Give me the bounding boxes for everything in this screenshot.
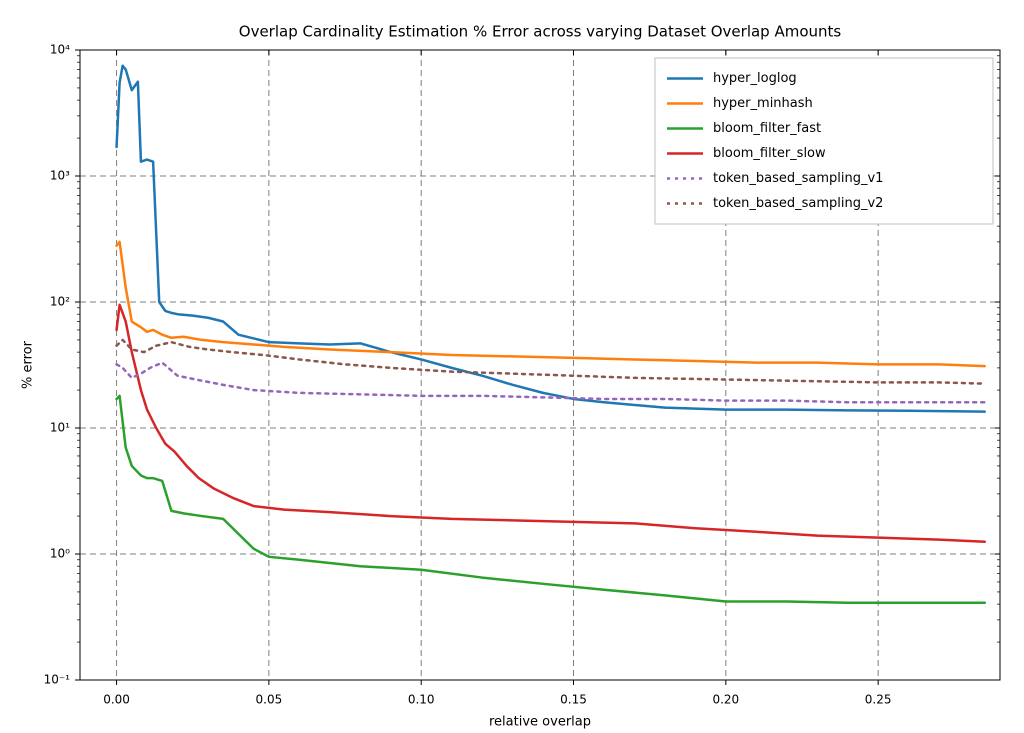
y-tick-label: 10¹ <box>50 421 70 435</box>
legend-label-bloom_filter_slow: bloom_filter_slow <box>713 146 826 161</box>
y-axis-label: % error <box>21 340 36 389</box>
chart-container: 0.00 0.05 0.10 0.15 0.20 0.25 10⁻¹ 10⁰ 10¹ 10² 10³… <box>0 0 1024 733</box>
legend-label-token_based_sampling_v1: token_based_sampling_v1 <box>713 171 883 186</box>
y-tick-label: 10³ <box>50 169 70 183</box>
legend-label-hyper_minhash: hyper_minhash <box>713 96 813 111</box>
legend-label-hyper_loglog: hyper_loglog <box>713 71 797 86</box>
legend-label-token_based_sampling_v2: token_based_sampling_v2 <box>713 196 883 211</box>
y-tick-label: 10⁻¹ <box>44 673 71 687</box>
x-axis-label: relative overlap <box>489 715 591 730</box>
x-tick-label: 0.05 <box>256 693 283 707</box>
x-tick-label: 0.25 <box>865 693 892 707</box>
y-tick-label: 10⁰ <box>50 547 70 561</box>
x-tick-label: 0.00 <box>103 693 130 707</box>
y-tick-label: 10⁴ <box>50 43 70 57</box>
x-tick-label: 0.15 <box>560 693 587 707</box>
y-tick-label: 10² <box>50 295 70 309</box>
x-tick-label: 0.10 <box>408 693 435 707</box>
x-tick-label: 0.20 <box>712 693 739 707</box>
legend: hyper_loglog hyper_minhash bloom_filter_fa… <box>655 58 993 224</box>
legend-label-bloom_filter_fast: bloom_filter_fast <box>713 121 821 136</box>
chart-svg: 0.00 0.05 0.10 0.15 0.20 0.25 10⁻¹ 10⁰ 10¹ 10² 10³… <box>0 0 1024 733</box>
chart-title: Overlap Cardinality Estimation % Error a… <box>239 23 842 41</box>
